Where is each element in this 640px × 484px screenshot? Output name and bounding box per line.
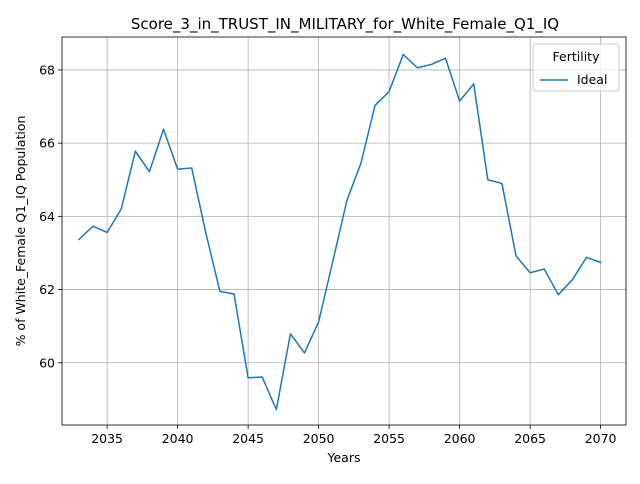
x-axis-label: Years bbox=[327, 450, 361, 465]
series-lines bbox=[77, 53, 602, 411]
y-tick-label: 68 bbox=[39, 62, 55, 77]
x-tick-label: 2050 bbox=[303, 431, 335, 446]
chart-title: Score_3_in_TRUST_IN_MILITARY_for_White_F… bbox=[131, 15, 559, 34]
x-axis: 2035 2040 2045 2050 2055 2060 2065 2070 bbox=[91, 425, 617, 446]
legend-title: Fertility bbox=[553, 49, 601, 64]
x-tick-label: 2035 bbox=[91, 431, 123, 446]
x-tick-label: 2040 bbox=[162, 431, 194, 446]
y-axis: 60 62 64 66 68 bbox=[39, 62, 62, 370]
series-line-ideal bbox=[77, 53, 602, 411]
x-tick-label: 2070 bbox=[585, 431, 617, 446]
y-tick-label: 62 bbox=[39, 282, 55, 297]
y-tick-label: 64 bbox=[39, 209, 55, 224]
y-tick-label: 60 bbox=[39, 355, 55, 370]
x-tick-label: 2065 bbox=[514, 431, 546, 446]
y-tick-label: 66 bbox=[39, 136, 55, 151]
x-tick-label: 2055 bbox=[373, 431, 405, 446]
x-tick-label: 2060 bbox=[444, 431, 476, 446]
x-tick-label: 2045 bbox=[232, 431, 264, 446]
legend-label: Ideal bbox=[577, 72, 607, 87]
grid bbox=[62, 37, 626, 425]
legend: Fertility Ideal bbox=[532, 43, 620, 92]
y-axis-label: % of White_Female Q1_IQ Population bbox=[13, 116, 28, 347]
plot-area-frame bbox=[61, 36, 627, 426]
